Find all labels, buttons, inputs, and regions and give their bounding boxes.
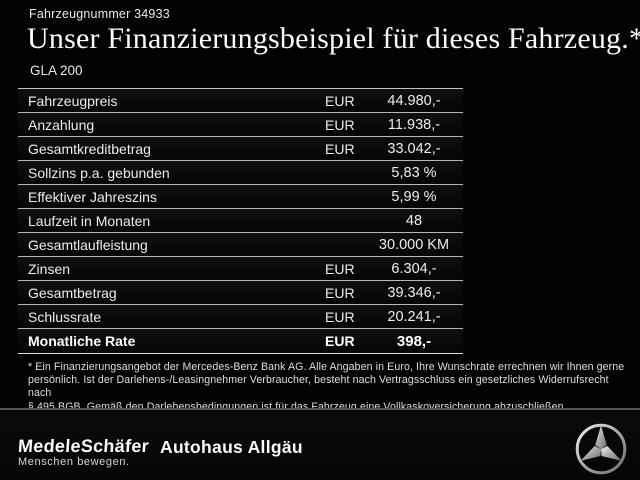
row-value: 398,- <box>396 332 432 350</box>
row-label: Gesamtlaufleistung <box>28 236 148 253</box>
row-value: 5,99 % <box>391 188 437 205</box>
footnote-line: * Ein Finanzierungsangebot der Mercedes-… <box>28 361 625 373</box>
row-value: 5,83 % <box>391 164 437 181</box>
row-label: Schlussrate <box>28 308 102 325</box>
table-row: Effektiver Jahreszins 5,99 % <box>18 185 463 209</box>
row-value: 48 <box>405 212 423 229</box>
row-currency: EUR <box>325 92 355 109</box>
table-row: Gesamtkreditbetrag EUR 33.042,- <box>18 137 463 161</box>
row-value: 11.938,- <box>387 116 441 133</box>
table-row: Fahrzeugpreis EUR 44.980,- <box>18 89 463 113</box>
dealer-name-secondary: Autohaus Allgäu <box>160 437 303 457</box>
dealer-tagline: Menschen bewegen. <box>18 456 130 468</box>
table-row: Laufzeit in Monaten 48 <box>18 209 463 233</box>
dealer-logo: MedeleSchäfer <box>17 436 150 456</box>
vehicle-number: Fahrzeugnummer 34933 <box>29 7 170 21</box>
table-row: Zinsen EUR 6.304,- <box>18 257 463 281</box>
row-value: 39.346,- <box>387 284 441 301</box>
row-label: Fahrzeugpreis <box>28 92 118 109</box>
row-label: Effektiver Jahreszins <box>28 188 157 205</box>
row-currency: EUR <box>325 284 355 301</box>
row-label: Zinsen <box>28 260 71 277</box>
row-value: 30.000 KM <box>378 236 450 253</box>
table-row: Anzahlung EUR 11.938,- <box>18 113 463 137</box>
row-currency: EUR <box>325 116 355 133</box>
table-row: Gesamtbetrag EUR 39.346,- <box>18 281 463 305</box>
mercedes-benz-star-icon <box>574 422 628 476</box>
row-currency: EUR <box>325 140 355 157</box>
row-label: Monatliche Rate <box>28 333 136 349</box>
row-label: Gesamtbetrag <box>28 284 117 301</box>
table-row: Sollzins p.a. gebunden 5,83 % <box>18 161 463 185</box>
vehicle-model: GLA 200 <box>30 63 83 78</box>
row-currency: EUR <box>325 333 355 349</box>
footer-bar: MedeleSchäfer Menschen bewegen. Autohaus… <box>0 410 640 480</box>
legal-footnote: * Ein Finanzierungsangebot der Mercedes-… <box>28 361 628 414</box>
row-label: Gesamtkreditbetrag <box>28 140 151 157</box>
row-label: Anzahlung <box>28 116 95 133</box>
financing-table: Fahrzeugpreis EUR 44.980,- Anzahlung EUR 11.9… <box>18 88 463 354</box>
row-label: Sollzins p.a. gebunden <box>28 164 170 181</box>
row-currency: EUR <box>325 260 355 277</box>
table-row: Gesamtlaufleistung 30.000 KM <box>18 233 463 257</box>
row-label: Laufzeit in Monaten <box>28 212 151 229</box>
table-row: Monatliche Rate EUR 398,- <box>18 329 463 354</box>
footnote-line: persönlich. Ist der Darlehens-/Leasingne… <box>28 374 609 400</box>
row-value: 44.980,- <box>387 92 441 109</box>
page-title: Unser Finanzierungsbeispiel für dieses F… <box>27 22 640 55</box>
row-value: 6.304,- <box>391 260 437 277</box>
footer-divider <box>0 408 640 410</box>
row-value: 33.042,- <box>387 140 441 157</box>
row-currency: EUR <box>325 308 355 325</box>
table-row: Schlussrate EUR 20.241,- <box>18 305 463 329</box>
row-value: 20.241,- <box>387 308 441 325</box>
